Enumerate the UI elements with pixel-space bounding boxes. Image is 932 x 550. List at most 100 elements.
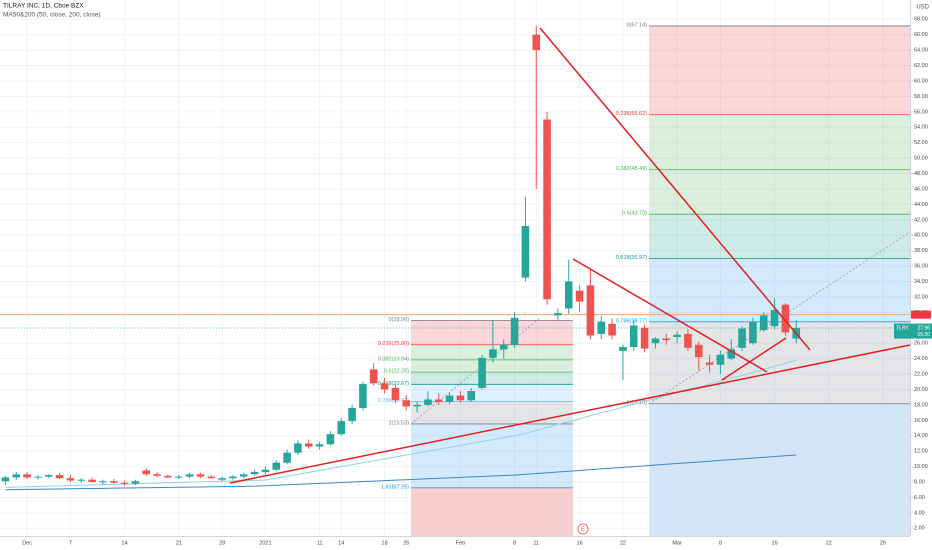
candle-body xyxy=(597,321,606,334)
y-tick-label: 18.00 xyxy=(914,402,928,408)
fib-trend xyxy=(648,231,911,405)
grid xyxy=(0,0,910,536)
candle-body xyxy=(608,323,616,336)
candle-body xyxy=(424,399,432,405)
earnings-marker[interactable] xyxy=(577,523,589,535)
candle-body xyxy=(229,476,237,479)
candle-body xyxy=(759,315,768,331)
x-tick-label: 21 xyxy=(176,540,182,546)
fib-label: 0(28.96) xyxy=(389,317,410,323)
candle-body xyxy=(402,400,411,407)
candle-body xyxy=(261,469,270,472)
y-tick-label: 64.00 xyxy=(914,48,928,54)
candle-body xyxy=(174,476,183,478)
fib-band xyxy=(649,321,910,404)
y-tick-label: 20.00 xyxy=(914,387,928,393)
fib-label: 0.236(55.62) xyxy=(616,111,647,117)
candle-body xyxy=(218,478,226,480)
x-tick-label: 8 xyxy=(513,540,516,546)
candle-body xyxy=(651,338,660,344)
candle-body xyxy=(99,481,107,483)
candle-body xyxy=(478,357,486,388)
candle-body xyxy=(250,471,259,475)
candle-body xyxy=(131,481,140,484)
price-line-badge xyxy=(911,310,931,319)
x-tick-label: 2021 xyxy=(259,540,271,546)
fib-label: 0.618(36.97) xyxy=(616,255,647,261)
last-price-value: 27.96 xyxy=(917,325,930,331)
earnings-label[interactable]: E xyxy=(581,527,585,533)
candle-body xyxy=(1,477,10,482)
candle-body xyxy=(738,328,746,348)
candle-body xyxy=(445,395,454,402)
candle-body xyxy=(44,475,53,477)
x-tick-label: 15 xyxy=(772,540,778,546)
currency-label: USD xyxy=(916,5,929,11)
candle-body xyxy=(348,407,356,422)
indicator-legend: MA50&200 (50, close, 200, close) xyxy=(3,12,101,19)
fib-label: 0.382(23.84) xyxy=(378,356,409,362)
x-tick-label: 28 xyxy=(219,540,225,546)
fib-band xyxy=(411,423,573,488)
candle-body xyxy=(564,281,573,309)
x-tick-label: 22 xyxy=(826,540,832,546)
fib-label: 0.786(28.77) xyxy=(616,318,647,324)
candle-body xyxy=(380,383,389,390)
candle-body xyxy=(207,476,216,479)
fib-label: 0.236(25.80) xyxy=(378,341,409,347)
fib-label: 0(67.14) xyxy=(627,22,648,28)
candle-body xyxy=(337,421,346,435)
y-tick-label: 26.00 xyxy=(914,341,928,347)
candle-body xyxy=(510,317,519,345)
y-tick-label: 52.00 xyxy=(914,140,928,146)
y-tick-label: 56.00 xyxy=(914,109,928,115)
candle-body xyxy=(272,462,281,470)
candle-body xyxy=(34,476,42,478)
fib-band xyxy=(411,359,573,373)
fib-label: 0.618(20.67) xyxy=(378,381,409,387)
candle-body xyxy=(640,327,649,349)
y-tick-label: 66.00 xyxy=(914,32,928,38)
candle-body xyxy=(532,34,541,51)
x-tick-label: Feb xyxy=(456,540,465,546)
candle-body xyxy=(781,304,790,333)
y-tick-label: 50.00 xyxy=(914,156,928,162)
candle-body xyxy=(120,482,129,484)
candle-body xyxy=(749,321,757,344)
trend-lines xyxy=(0,231,911,425)
y-tick-label: 46.00 xyxy=(914,186,928,192)
candles xyxy=(1,25,801,486)
candle-body xyxy=(283,452,291,463)
candle-body xyxy=(304,443,313,447)
y-tick-label: 14.00 xyxy=(914,433,928,439)
candle-body xyxy=(88,479,96,483)
fib-band xyxy=(411,372,573,385)
axes: 2.00 4.00 6.00 8.00 10.00 12.00 14.00 16.00 18.0… xyxy=(22,17,928,547)
y-tick-label: 16.00 xyxy=(914,418,928,424)
x-tick-label: 29 xyxy=(880,540,886,546)
y-tick-label: 24.00 xyxy=(914,356,928,362)
candle-body xyxy=(575,290,584,302)
candle-body xyxy=(456,395,465,401)
candle-body xyxy=(727,349,736,359)
trend-lines xyxy=(229,27,911,484)
fib-band xyxy=(649,214,910,259)
fib-extension xyxy=(411,487,573,536)
fib-label: 0.5(22.25) xyxy=(384,369,409,375)
candle-body xyxy=(315,444,324,447)
candle-body xyxy=(543,119,551,300)
x-tick-label: 22 xyxy=(620,540,626,546)
candle-body xyxy=(164,475,172,478)
x-tick-label: 16 xyxy=(577,540,583,546)
candle-body xyxy=(326,434,335,445)
moving-average xyxy=(5,454,797,491)
candle-body xyxy=(391,387,400,401)
y-tick-label: 8.00 xyxy=(914,479,925,485)
x-tick-label: 18 xyxy=(382,540,388,546)
y-tick-label: 68.00 xyxy=(914,17,928,23)
candle-body xyxy=(619,347,627,351)
x-tick-label: 14 xyxy=(338,540,344,546)
fib-label: 1.618(7.25) xyxy=(381,484,409,490)
candle-body xyxy=(673,334,681,338)
